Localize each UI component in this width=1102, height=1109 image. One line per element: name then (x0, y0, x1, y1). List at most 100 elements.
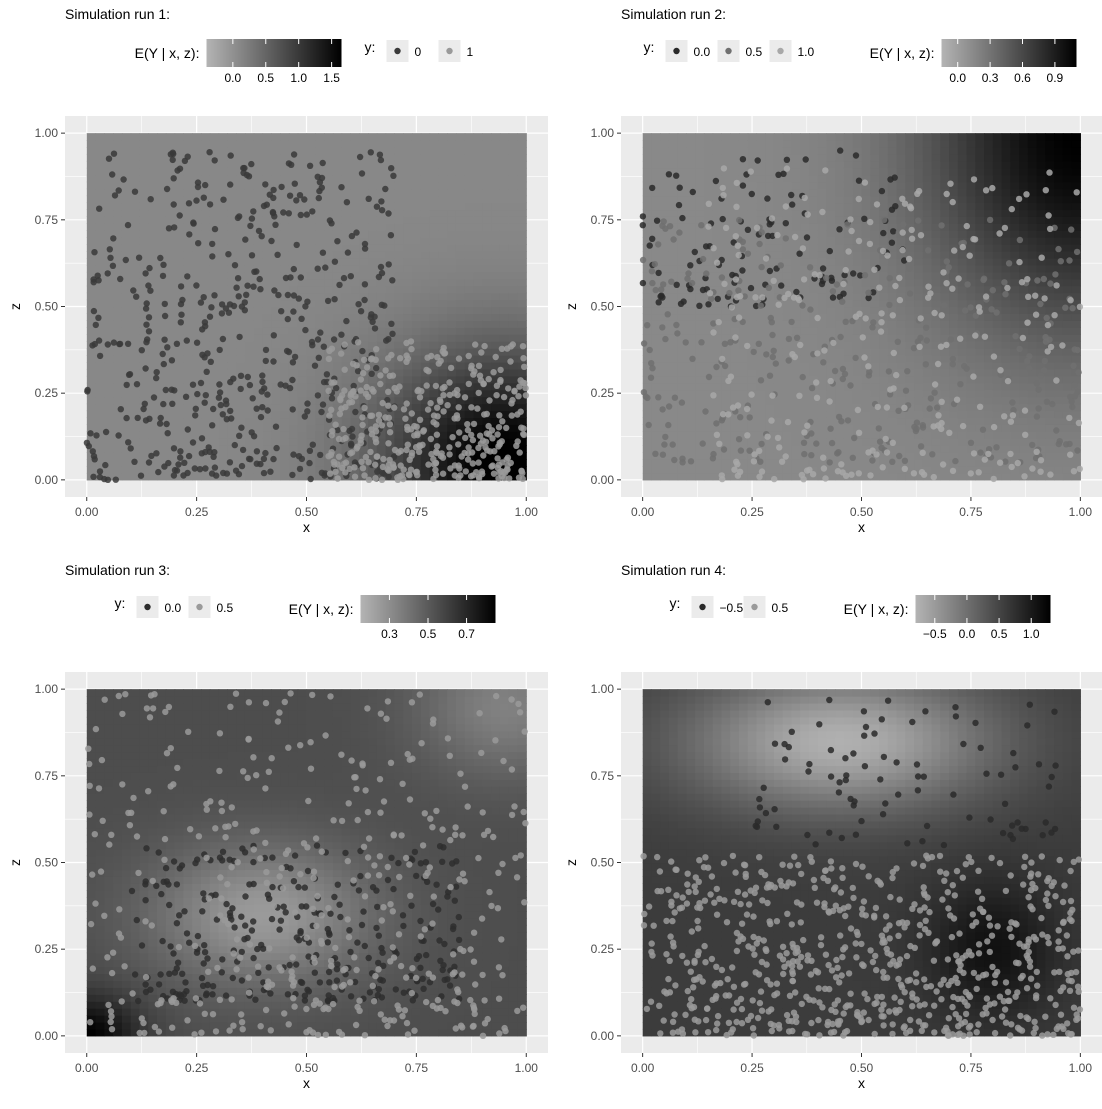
surface-cell (756, 327, 765, 335)
data-point (87, 430, 93, 436)
surface-cell (491, 223, 500, 231)
surface-cell (500, 265, 509, 273)
surface-cell (219, 445, 228, 453)
data-point (298, 316, 304, 322)
data-point (204, 369, 210, 375)
surface-cell (509, 334, 518, 342)
surface-cell (862, 348, 871, 356)
surface-cell (219, 216, 228, 224)
data-point (251, 269, 257, 275)
surface-cell (774, 147, 783, 155)
data-point (342, 367, 348, 373)
surface-cell (888, 424, 897, 432)
surface-cell (333, 147, 342, 155)
surface-cell (870, 272, 879, 280)
surface-cell (254, 182, 263, 190)
surface-cell (713, 133, 722, 141)
surface-cell (438, 161, 447, 169)
data-point (474, 405, 480, 411)
surface-cell (491, 196, 500, 204)
surface-cell (651, 223, 660, 231)
surface-cell (517, 279, 526, 287)
surface-cell (482, 202, 491, 210)
surface-cell (263, 168, 272, 176)
surface-cell (474, 182, 483, 190)
data-point (516, 383, 522, 389)
data-point (385, 210, 391, 216)
surface-cell (888, 265, 897, 273)
surface-cell (713, 202, 722, 210)
surface-cell (403, 300, 412, 308)
surface-cell (465, 251, 474, 259)
surface-cell (721, 154, 730, 162)
surface-cell (509, 230, 518, 238)
data-point (353, 229, 359, 235)
surface-cell (113, 140, 122, 148)
surface-cell (774, 313, 783, 321)
data-point (434, 432, 440, 438)
surface-cell (818, 189, 827, 197)
surface-cell (368, 279, 377, 287)
surface-cell (412, 133, 421, 141)
surface-cell (862, 417, 871, 425)
surface-cell (509, 154, 518, 162)
surface-cell (289, 320, 298, 328)
surface-cell (686, 237, 695, 245)
surface-cell (765, 168, 774, 176)
data-point (111, 339, 117, 345)
surface-cell (263, 265, 272, 273)
surface-cell (148, 147, 157, 155)
data-point (116, 187, 122, 193)
surface-cell (826, 196, 835, 204)
surface-cell (245, 258, 254, 266)
surface-cell (809, 362, 818, 370)
surface-cell (826, 307, 835, 315)
surface-cell (695, 320, 704, 328)
surface-cell (730, 168, 739, 176)
data-point (177, 448, 183, 454)
data-point (451, 415, 457, 421)
surface-cell (430, 182, 439, 190)
surface-cell (403, 251, 412, 259)
surface-cell (219, 286, 228, 294)
surface-cell (430, 320, 439, 328)
surface-cell (201, 230, 210, 238)
surface-cell (482, 147, 491, 155)
surface-cell (183, 307, 192, 315)
surface-cell (271, 438, 280, 446)
surface-cell (509, 327, 518, 335)
surface-cell (350, 286, 359, 294)
surface-cell (157, 154, 166, 162)
surface-cell (456, 341, 465, 349)
surface-cell (482, 313, 491, 321)
surface-cell (219, 147, 228, 155)
data-point (341, 461, 347, 467)
surface-cell (307, 154, 316, 162)
surface-cell (844, 348, 853, 356)
surface-cell (686, 369, 695, 377)
surface-cell (870, 334, 879, 342)
surface-cell (721, 209, 730, 217)
surface-cell (104, 307, 113, 315)
surface-cell (368, 293, 377, 301)
point-legend-label: 1 (467, 45, 474, 59)
surface-cell (210, 209, 219, 217)
surface-cell (183, 348, 192, 356)
surface-cell (192, 154, 201, 162)
surface-cell (183, 417, 192, 425)
surface-cell (131, 334, 140, 342)
surface-cell (835, 237, 844, 245)
surface-cell (271, 230, 280, 238)
surface-cell (678, 313, 687, 321)
surface-cell (491, 265, 500, 273)
surface-cell (175, 411, 184, 419)
surface-cell (853, 390, 862, 398)
surface-cell (87, 133, 96, 141)
surface-cell (148, 272, 157, 280)
fill-legend-title: E(Y | x, z): (135, 45, 200, 61)
surface-cell (509, 147, 518, 155)
surface-cell (227, 334, 236, 342)
surface-cell (236, 417, 245, 425)
surface-cell (853, 161, 862, 169)
surface-cell (394, 209, 403, 217)
